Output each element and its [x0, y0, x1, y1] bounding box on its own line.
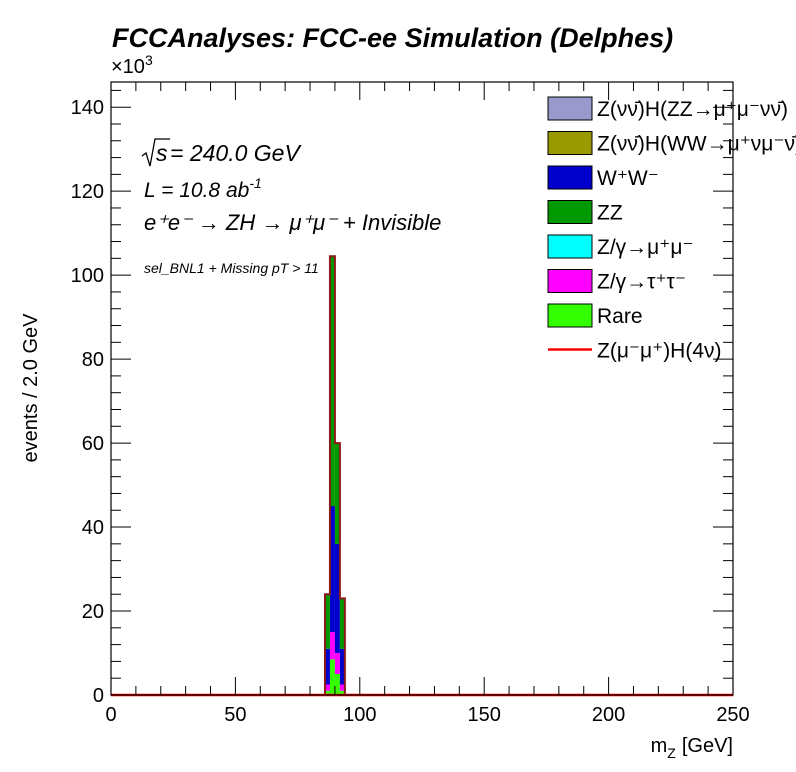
y-multiplier: ×103 [111, 52, 153, 78]
bar-segment [324, 648, 330, 685]
legend-swatch [547, 269, 593, 293]
y-tick-label: 0 [93, 685, 104, 707]
bar-segment [324, 684, 330, 691]
bar-segment [339, 690, 345, 695]
legend-swatch [547, 234, 593, 259]
bar-segment [334, 443, 340, 544]
y-tick-label: 80 [82, 349, 104, 371]
y-tick-label: 140 [71, 97, 104, 119]
bar-segment [334, 543, 340, 654]
x-tick-label: 200 [592, 704, 625, 726]
legend-label: Rare [597, 305, 643, 328]
y-axis: 0 20 40 60 80 100 120 140 [71, 89, 733, 707]
y-tick-label: 20 [82, 601, 104, 623]
bar-segment [329, 256, 335, 507]
x-tick-label: 100 [343, 704, 376, 726]
y-tick-label: 120 [71, 181, 104, 203]
y-tick-label: 40 [82, 517, 104, 539]
bar-segment [334, 653, 340, 675]
legend-swatch [547, 96, 593, 121]
legend-label: Z/γ→μ⁺μ⁻ [597, 236, 694, 259]
legend-label: ZZ [597, 202, 623, 225]
x-tick-label: 150 [468, 704, 501, 726]
selection-annotation: sel_BNL1 + Missing pT > 11 [144, 260, 319, 276]
x-tick-label: 50 [224, 704, 246, 726]
legend-label: Z/γ→τ⁺τ⁻ [597, 271, 686, 294]
legend-label: Z(μ⁻μ⁺)H(4ν) [597, 340, 722, 363]
energy-annotation: s = 240.0 GeV [141, 138, 302, 167]
sqrt-symbol [141, 138, 170, 167]
x-tick-label: 250 [716, 704, 749, 726]
legend-label: Z(νν̄)H(ZZ→μ⁺μ⁻νν̄) [597, 98, 788, 121]
y-tick-label: 100 [71, 265, 104, 287]
sqrt-s-value: = 240.0 GeV [170, 140, 302, 166]
bar-segment [324, 594, 330, 649]
y-tick-label: 60 [82, 433, 104, 455]
bar-segment [329, 632, 335, 660]
sqrt-s-symbol: s [156, 140, 168, 166]
bar-segment [339, 684, 345, 691]
legend-swatch [547, 165, 593, 190]
process-annotation: e⁺e⁻ → ZH → μ⁺μ⁻ + Invisible [144, 210, 441, 235]
histogram-bars [324, 256, 345, 695]
chart-title: FCCAnalyses: FCC-ee Simulation (Delphes) [112, 23, 673, 53]
legend-swatch [547, 303, 593, 328]
plot-frame [110, 81, 734, 696]
x-tick-label: 0 [105, 704, 116, 726]
bar-segment [329, 506, 335, 633]
legend-label: W⁺W⁻ [597, 167, 659, 190]
bar-segment [334, 674, 340, 695]
x-axis: 0 50 100 150 200 250 [105, 82, 750, 726]
legend-swatch [547, 200, 593, 224]
bar-segment [339, 598, 345, 649]
legend-swatch [547, 131, 593, 155]
legend-label: Z(νν̄)H(WW→μ⁺νμ⁻ν̄) [597, 133, 796, 156]
bar-segment [329, 659, 335, 695]
luminosity-annotation: L = 10.8 ab-1 [144, 175, 262, 202]
y-axis-label: events / 2.0 GeV [20, 313, 42, 463]
bar-segment [324, 690, 330, 695]
bar-segment [339, 648, 345, 685]
x-axis-label: mZ [GeV] [651, 735, 733, 761]
legend: Z(νν̄)H(ZZ→μ⁺μ⁻νν̄) Z(νν̄)H(WW→μ⁺νμ⁻ν̄) W⁺… [547, 96, 796, 363]
